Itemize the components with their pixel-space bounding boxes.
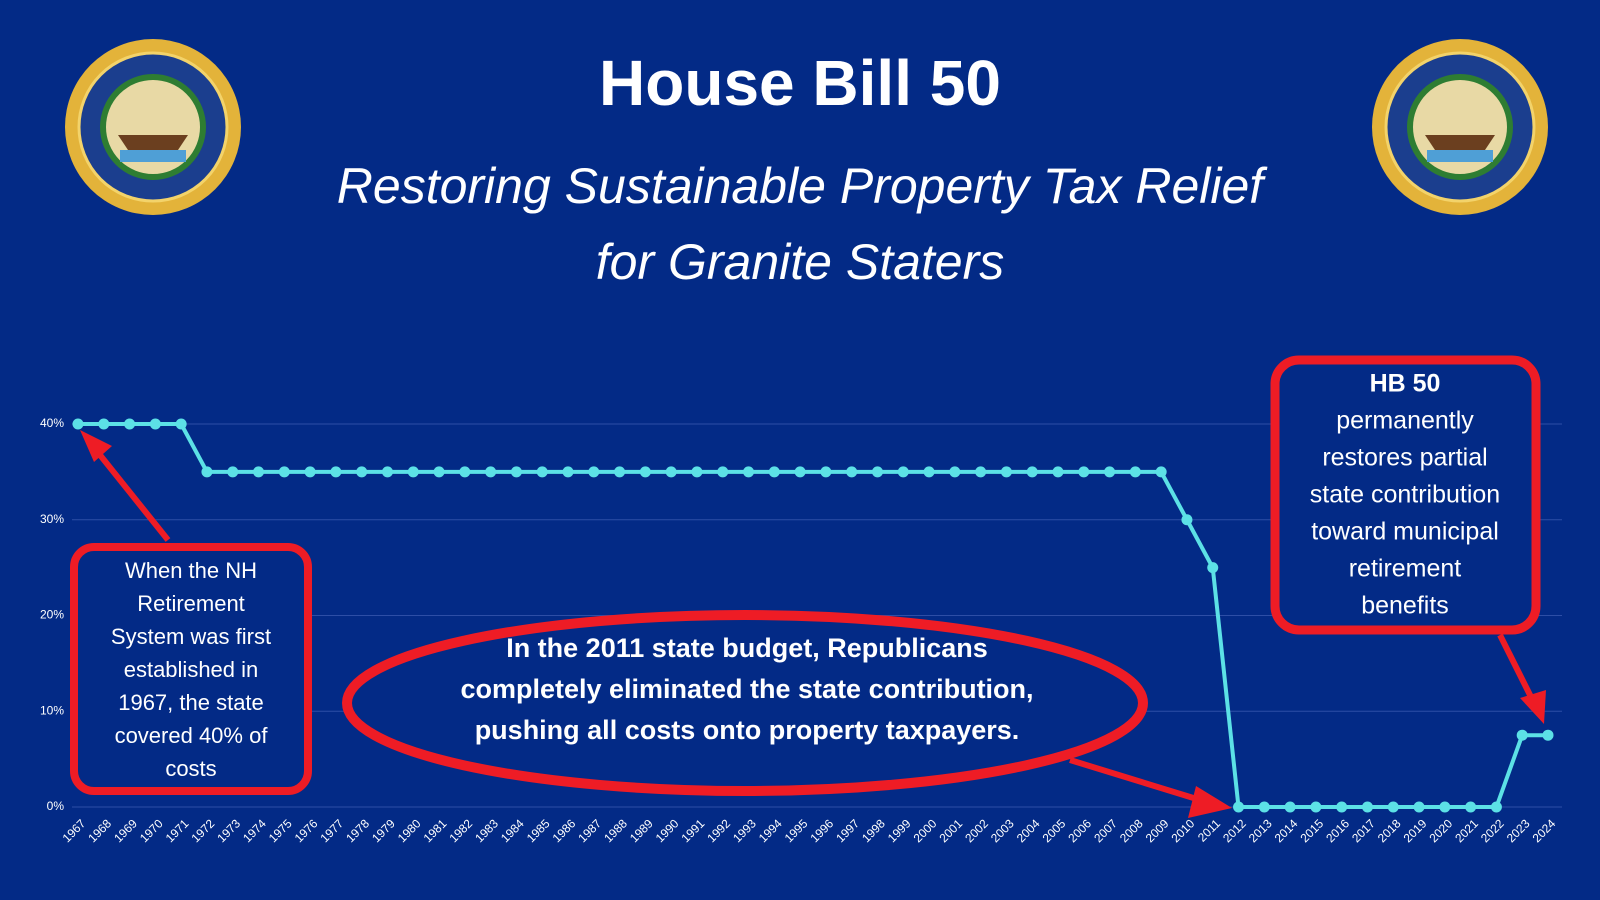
data-point bbox=[871, 466, 883, 478]
data-point bbox=[175, 418, 187, 430]
subtitle: for Granite Staters bbox=[596, 234, 1005, 290]
data-point bbox=[614, 466, 626, 478]
data-line bbox=[78, 422, 1548, 809]
data-point bbox=[1078, 466, 1090, 478]
data-point bbox=[356, 466, 368, 478]
arrow bbox=[1497, 633, 1538, 707]
center-ellipse-line: pushing all costs onto property taxpayer… bbox=[475, 715, 1020, 745]
data-point bbox=[1052, 466, 1064, 478]
data-point bbox=[278, 466, 290, 478]
data-point bbox=[1026, 466, 1038, 478]
data-point bbox=[1516, 729, 1528, 741]
data-point bbox=[923, 466, 935, 478]
right-box-line: restores partial bbox=[1322, 444, 1487, 472]
y-tick-label: 20% bbox=[40, 608, 64, 622]
data-point bbox=[1465, 801, 1477, 813]
data-point bbox=[510, 466, 522, 478]
right-box-line: permanently bbox=[1336, 407, 1474, 435]
data-point bbox=[1104, 466, 1116, 478]
data-point bbox=[227, 466, 239, 478]
right-box-line: retirement bbox=[1349, 555, 1462, 583]
data-point bbox=[1361, 801, 1373, 813]
data-point bbox=[665, 466, 677, 478]
subtitle: Restoring Sustainable Property Tax Relie… bbox=[337, 158, 1269, 214]
data-point bbox=[381, 466, 393, 478]
data-point bbox=[1207, 562, 1219, 574]
left-box-line: costs bbox=[165, 756, 216, 781]
arrow-head bbox=[1188, 786, 1232, 818]
data-point bbox=[846, 466, 858, 478]
data-point bbox=[743, 466, 755, 478]
data-point bbox=[1181, 514, 1193, 526]
data-point bbox=[98, 418, 110, 430]
data-point bbox=[1310, 801, 1322, 813]
data-point bbox=[1155, 466, 1167, 478]
title: House Bill 50 bbox=[599, 47, 1001, 119]
left-box-line: When the NH bbox=[125, 558, 257, 583]
arrow bbox=[89, 443, 171, 542]
seal-left bbox=[65, 39, 241, 215]
data-point bbox=[1129, 466, 1141, 478]
y-tick-label: 0% bbox=[47, 799, 65, 813]
left-box-line: 1967, the state bbox=[118, 690, 264, 715]
data-point bbox=[949, 466, 961, 478]
annotations: HB 50 When the NH Retirement System was fi… bbox=[70, 355, 1546, 818]
data-point bbox=[1542, 729, 1554, 741]
data-point bbox=[330, 466, 342, 478]
data-point bbox=[459, 466, 471, 478]
data-point bbox=[433, 466, 445, 478]
data-point bbox=[897, 466, 909, 478]
y-tick-label: 30% bbox=[40, 512, 64, 526]
left-box-line: System was first bbox=[111, 624, 271, 649]
data-point bbox=[1336, 801, 1348, 813]
y-tick-label: 40% bbox=[40, 416, 64, 430]
data-point bbox=[1284, 801, 1296, 813]
data-point bbox=[717, 466, 729, 478]
data-point bbox=[1439, 801, 1451, 813]
data-point bbox=[975, 466, 987, 478]
right-box-line: state contribution bbox=[1310, 481, 1500, 509]
seal-right bbox=[1372, 39, 1548, 215]
right-box bbox=[1270, 355, 1541, 635]
data-point bbox=[1490, 801, 1502, 813]
data-point bbox=[588, 466, 600, 478]
right-box-line: toward municipal bbox=[1311, 518, 1499, 546]
data-point bbox=[201, 466, 213, 478]
data-point bbox=[149, 418, 161, 430]
arrow-head bbox=[1520, 690, 1546, 724]
left-box-line: covered 40% of bbox=[115, 723, 269, 748]
left-box bbox=[70, 543, 312, 795]
data-point bbox=[562, 466, 574, 478]
data-point bbox=[768, 466, 780, 478]
data-point bbox=[1387, 801, 1399, 813]
center-ellipse-line: In the 2011 state budget, Republicans bbox=[506, 633, 988, 663]
left-box-line: Retirement bbox=[137, 591, 245, 616]
data-point bbox=[639, 466, 651, 478]
data-point bbox=[1258, 801, 1270, 813]
data-point bbox=[304, 466, 316, 478]
arrow-head bbox=[80, 430, 112, 462]
data-point bbox=[794, 466, 806, 478]
left-box-line: established in bbox=[124, 657, 259, 682]
data-point bbox=[72, 418, 84, 430]
data-point bbox=[124, 418, 136, 430]
data-point bbox=[1233, 801, 1245, 813]
data-point bbox=[485, 466, 497, 478]
right-box-heading: HB 50 bbox=[1370, 370, 1441, 398]
data-point bbox=[253, 466, 265, 478]
data-point bbox=[1000, 466, 1012, 478]
right-box-line: benefits bbox=[1361, 592, 1449, 620]
arrow bbox=[1069, 757, 1201, 803]
data-point bbox=[1413, 801, 1425, 813]
center-ellipse bbox=[342, 610, 1148, 796]
data-point bbox=[691, 466, 703, 478]
center-ellipse-line: completely eliminated the state contribu… bbox=[460, 674, 1033, 704]
data-point bbox=[820, 466, 832, 478]
data-point bbox=[536, 466, 548, 478]
data-point bbox=[407, 466, 419, 478]
y-tick-label: 10% bbox=[40, 703, 64, 717]
